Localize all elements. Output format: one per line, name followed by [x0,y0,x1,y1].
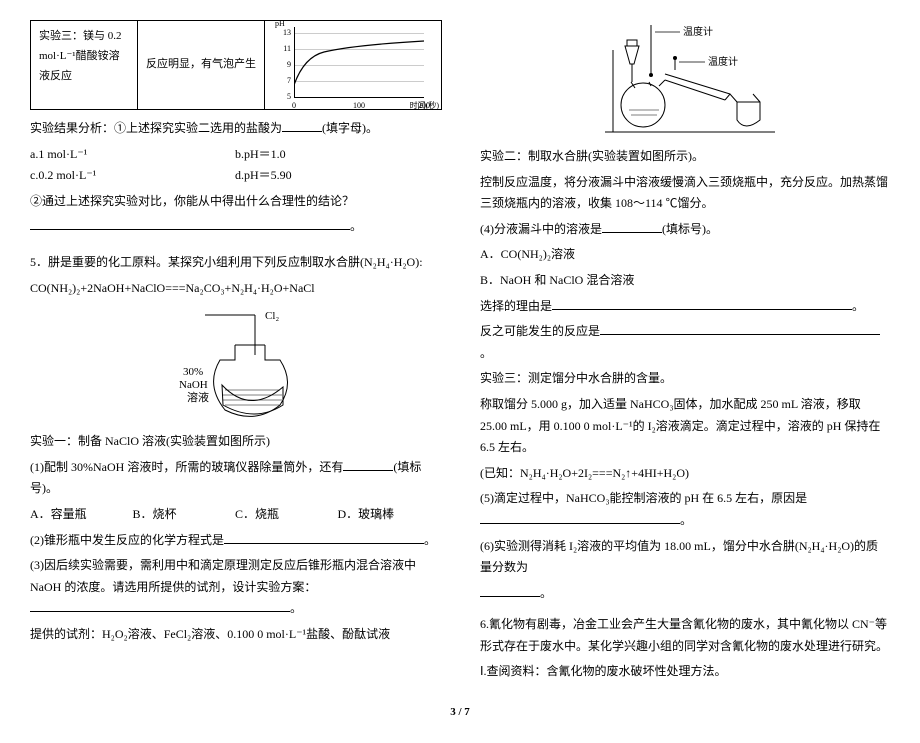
ph-time-chart: pH 13 11 9 7 5 0 100 200 时间(秒) [269,25,429,105]
q6-right: (6)实验测得消耗 I₂溶液的平均值为 18.00 mL，馏分中水合肼(N₂H₄… [480,536,890,579]
opt-D: D．玻璃棒 [338,504,441,526]
naoh-label: NaOH [179,379,208,391]
thermo1-label: 温度计 [683,25,713,38]
pct-label: 30% [183,366,203,378]
exp3-known: (已知：N₂H₄·H₂O+2I₂===N₂↑+4HI+H₂O) [480,463,890,485]
analysis-q1-tail: (填字母)。 [322,121,378,135]
analysis-q2: ②通过上述探究实验对比，你能从中得出什么合理性的结论？ [30,191,440,213]
q5-3-text: (3)因后续实验需要，需利用中和滴定原理测定反应后锥形瓶内混合溶液中 NaOH … [30,558,416,594]
exp3-title: 实验三：测定馏分中水合肼的含量。 [480,368,890,390]
flask-diagram: Cl₂ 30% NaOH 溶液 [165,305,305,425]
cl2-label: Cl₂ [265,310,279,322]
q6r-text: (6)实验测得消耗 I₂溶液的平均值为 18.00 mL，馏分中水合肼(N₂H₄… [480,539,878,575]
analysis-q1: 实验结果分析：①上述探究实验二选用的盐酸为 (填字母)。 [30,118,440,140]
opt-A-right: A．CO(NH₂)₂溶液 [480,244,890,266]
q4a-tail: (填标号)。 [662,222,718,236]
thermo2-label: 温度计 [708,55,738,68]
chart-curve [294,27,424,97]
option-list-abcd: a.1 mol·L⁻¹ b.pH＝1.0 c.0.2 mol·L⁻¹ d.pH＝… [30,144,440,187]
q5-1: (1)配制 30%NaOH 溶液时，所需的玻璃仪器除量筒外，还有(填标号)。 [30,457,440,500]
exp2-title: 实验二：制取水合肼(实验装置如图所示)。 [480,146,890,168]
table-cell-exp: 实验三：镁与 0.2 mol·L⁻¹醋酸铵溶液反应 [31,21,138,109]
q4a: (4)分液漏斗中的溶液是 (填标号)。 [480,219,890,241]
q6-I: Ⅰ.查阅资料：含氰化物的废水破坏性处理方法。 [480,661,890,683]
period: 。 [350,219,362,233]
q5-3-reagents: 提供的试剂：H₂O₂溶液、FeCl₂溶液、0.100 0 mol·L⁻¹盐酸、酚… [30,624,440,646]
table-cell-chart: pH 13 11 9 7 5 0 100 200 时间(秒) [265,21,441,109]
period7: 。 [540,586,552,600]
q4a-text: (4)分液漏斗中的溶液是 [480,222,602,236]
option-list-ABCD: A．容量瓶 B．烧杯 C．烧瓶 D．玻璃棒 [30,504,440,526]
period2: 。 [424,533,436,547]
period5: 。 [480,346,492,360]
exp2-p1: 控制反应温度，将分液漏斗中溶液缓慢滴入三颈烧瓶中，充分反应。加热蒸馏三颈烧瓶内的… [480,172,890,215]
q5-3: (3)因后续实验需要，需利用中和滴定原理测定反应后锥形瓶内混合溶液中 NaOH … [30,555,440,620]
exp3-p1: 称取馏分 5.000 g，加入适量 NaHCO₃固体，加水配成 250 mL 溶… [480,394,890,459]
q5-intro: 5．肼是重要的化工原料。某探究小组利用下列反应制取水合肼(N₂H₄·H₂O): [30,252,440,274]
opt-a: a.1 mol·L⁻¹ [30,144,235,166]
opt-d: d.pH＝5.90 [235,165,440,187]
opt-B-right: B．NaOH 和 NaClO 混合溶液 [480,270,890,292]
xtick: 0 [292,99,296,113]
q5-2-text: (2)锥形瓶中发生反应的化学方程式是 [30,533,224,547]
ytick: 9 [273,58,291,72]
experiment-table: 实验三：镁与 0.2 mol·L⁻¹醋酸铵溶液反应 反应明显，有气泡产生 pH … [30,20,442,110]
q6-blank: 。 [480,583,890,605]
q5-equation: CO(NH₂)₂+2NaOH+NaClO===Na₂CO₃+N₂H₄·H₂O+N… [30,278,440,300]
period6: 。 [680,513,692,527]
opt-A: A．容量瓶 [30,504,133,526]
opt-B: B．烧杯 [133,504,236,526]
solution-label: 溶液 [187,390,209,404]
q5-right: (5)滴定过程中，NaHCO₃能控制溶液的 pH 在 6.5 左右，原因是。 [480,488,890,531]
ytick: 7 [273,74,291,88]
q4b: 选择的理由是 。 [480,296,890,318]
opt-b: b.pH＝1.0 [235,144,440,166]
q6-intro: 6.氰化物有剧毒，冶金工业会产生大量含氰化物的废水，其中氰化物以 CN⁻等形式存… [480,614,890,657]
analysis-q2-blank: 。 [30,216,440,238]
ytick: 5 [273,90,291,104]
q4c-text: 反之可能发生的反应是 [480,324,600,338]
opt-c: c.0.2 mol·L⁻¹ [30,165,235,187]
exp1-title: 实验一：制备 NaClO 溶液(实验装置如图所示) [30,431,440,453]
ytick: 13 [273,26,291,40]
period4: 。 [852,299,864,313]
opt-C: C．烧瓶 [235,504,338,526]
q4c: 反之可能发生的反应是。 [480,321,890,364]
analysis-q1-text: 实验结果分析：①上述探究实验二选用的盐酸为 [30,121,282,135]
xtick: 100 [353,99,365,113]
q5r-text: (5)滴定过程中，NaHCO₃能控制溶液的 pH 在 6.5 左右，原因是 [480,491,807,505]
ytick: 11 [273,42,291,56]
period3: 。 [290,601,302,615]
page-footer: 3 / 7 [30,703,890,723]
distillation-diagram: 温度计 温度计 [565,20,805,140]
chart-xlabel: 时间(秒) [410,99,439,113]
q5-2: (2)锥形瓶中发生反应的化学方程式是 。 [30,530,440,552]
q5-1-text: (1)配制 30%NaOH 溶液时，所需的玻璃仪器除量筒外，还有 [30,460,343,474]
table-cell-result: 反应明显，有气泡产生 [138,21,265,109]
q4b-text: 选择的理由是 [480,299,552,313]
